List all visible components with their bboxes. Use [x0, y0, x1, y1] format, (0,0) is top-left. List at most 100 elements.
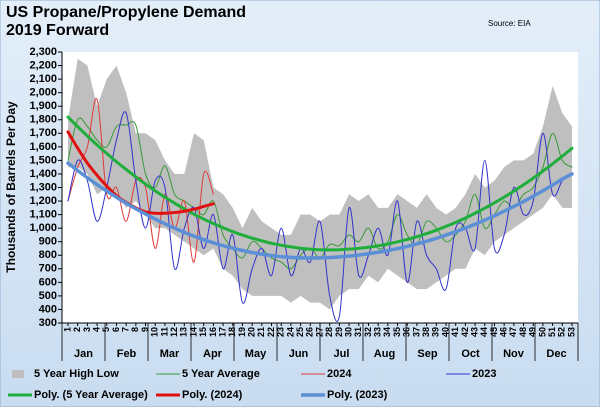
x-tick-label: 1	[62, 327, 72, 332]
series-line	[67, 98, 214, 263]
y-tick-label: 1,200	[29, 195, 57, 207]
x-tick-label: 26	[305, 327, 315, 337]
x-tick-label: 3	[82, 327, 92, 332]
series-line	[66, 115, 574, 252]
x-tick-label: 31	[353, 327, 363, 337]
x-tick-label: 40	[440, 327, 450, 337]
x-tick-label: 14	[188, 327, 198, 337]
x-tick-label: 11	[159, 327, 169, 337]
x-tick-label: 27	[314, 327, 324, 337]
source: Source: EIA	[488, 19, 531, 28]
x-tick-label: 38	[421, 327, 431, 337]
x-tick-label: 18	[227, 327, 237, 337]
x-tick-label: 45	[489, 327, 499, 337]
x-tick-label: 51	[547, 327, 557, 337]
x-tick-label: 49	[528, 327, 538, 337]
x-tick-label: 29	[334, 327, 344, 337]
x-tick-label: 47	[508, 327, 518, 337]
x-tick-label: 15	[198, 327, 208, 337]
x-tick-label: 6	[111, 327, 121, 332]
y-tick-label: 600	[39, 276, 57, 288]
y-tick-label: 2,000	[29, 87, 57, 99]
x-tick-label: 21	[256, 327, 266, 337]
legend-label: Poly. (5 Year Average)	[34, 389, 148, 401]
legend-label: 2023	[472, 368, 496, 380]
x-tick-label: 13	[179, 327, 189, 337]
x-tick-label: 43	[469, 327, 479, 337]
y-tick-label: 900	[39, 236, 57, 248]
x-tick-label: 22	[266, 327, 276, 337]
x-tick-label: 33	[373, 327, 383, 337]
month-label: Feb	[117, 348, 137, 360]
x-tick-label: 32	[363, 327, 373, 337]
x-tick-label: 34	[382, 327, 392, 337]
month-label: Jul	[334, 348, 350, 360]
series-line	[66, 161, 574, 260]
x-tick-label: 36	[402, 327, 412, 337]
high-low-band	[68, 58, 572, 310]
y-tick-label: 1,900	[29, 100, 57, 112]
y-tick-label: 2,200	[29, 59, 57, 71]
y-tick-label: 2,300	[29, 46, 57, 58]
legend-label: Poly. (2024)	[182, 389, 243, 401]
month-label: Jun	[289, 348, 309, 360]
y-tick-label: 1,800	[29, 114, 57, 126]
legend: 5 Year High Low 5 Year Average 2024 2023 Pol…	[8, 368, 496, 401]
month-label: Dec	[546, 348, 566, 360]
month-label: Apr	[203, 348, 223, 360]
y-axis-title: Thousands of Barrels Per Day	[4, 101, 18, 273]
x-tick-label: 20	[247, 327, 257, 337]
month-label: Aug	[374, 348, 395, 360]
x-tick-label: 19	[237, 327, 247, 337]
x-tick-label: 16	[208, 327, 218, 337]
y-tick-label: 400	[39, 303, 57, 315]
legend-label: 5 Year High Low	[34, 368, 119, 380]
legend-swatch	[12, 370, 24, 378]
y-tick-label: 1,500	[29, 154, 57, 166]
x-tick-label: 39	[431, 327, 441, 337]
x-tick-label: 30	[343, 327, 353, 337]
month-label: Mar	[160, 348, 180, 360]
x-tick-label: 28	[324, 327, 334, 337]
y-tick-label: 1,100	[29, 209, 57, 221]
y-tick-label: 1,000	[29, 222, 57, 234]
y-tick-label: 1,700	[29, 127, 57, 139]
month-label: Oct	[461, 348, 480, 360]
month-label: Nov	[503, 348, 525, 360]
x-tick-label: 10	[150, 327, 160, 337]
month-label: Sep	[417, 348, 437, 360]
x-tick-label: 46	[499, 327, 509, 337]
x-tick-label: 9	[140, 327, 150, 332]
x-tick-label: 53	[566, 327, 576, 337]
y-tick-label: 700	[39, 263, 57, 275]
x-tick-label: 7	[121, 327, 131, 332]
x-tick-label: 44	[479, 327, 489, 337]
x-tick-label: 24	[285, 327, 295, 337]
month-label: Jan	[74, 348, 93, 360]
y-tick-label: 1,600	[29, 141, 57, 153]
x-tick-label: 42	[460, 327, 470, 337]
chart-subtitle: 2019 Forward	[6, 22, 109, 39]
y-tick-label: 800	[39, 249, 57, 261]
x-tick-label: 2	[72, 327, 82, 332]
y-tick-label: 1,300	[29, 181, 57, 193]
legend-label: 5 Year Average	[182, 368, 260, 380]
x-tick-label: 25	[295, 327, 305, 337]
x-tick-label: 48	[518, 327, 528, 337]
y-tick-label: 500	[39, 290, 57, 302]
x-tick-label: 12	[169, 327, 179, 337]
x-tick-label: 4	[91, 327, 101, 332]
x-tick-label: 50	[537, 327, 547, 337]
x-tick-label: 17	[217, 327, 227, 337]
legend-label: 2024	[327, 368, 352, 380]
y-tick-label: 300	[39, 317, 57, 329]
x-tick-label: 35	[392, 327, 402, 337]
x-tick-label: 41	[450, 327, 460, 337]
x-tick-label: 8	[130, 327, 140, 332]
legend-label: Poly. (2023)	[327, 389, 388, 401]
chart-title: US Propane/Propylene Demand	[6, 4, 246, 21]
x-tick-label: 52	[557, 327, 567, 337]
y-tick-label: 2,100	[29, 73, 57, 85]
